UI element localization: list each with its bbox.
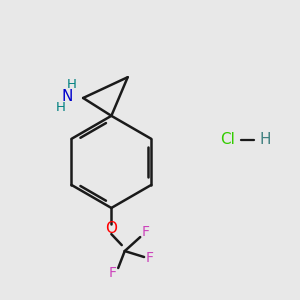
Text: F: F <box>142 225 149 239</box>
Text: H: H <box>55 101 65 114</box>
Text: O: O <box>105 221 117 236</box>
Text: H: H <box>67 77 77 91</box>
Text: Cl: Cl <box>220 132 235 147</box>
Text: N: N <box>61 89 73 104</box>
Text: F: F <box>109 266 117 280</box>
Text: H: H <box>260 132 272 147</box>
Text: F: F <box>146 251 154 266</box>
